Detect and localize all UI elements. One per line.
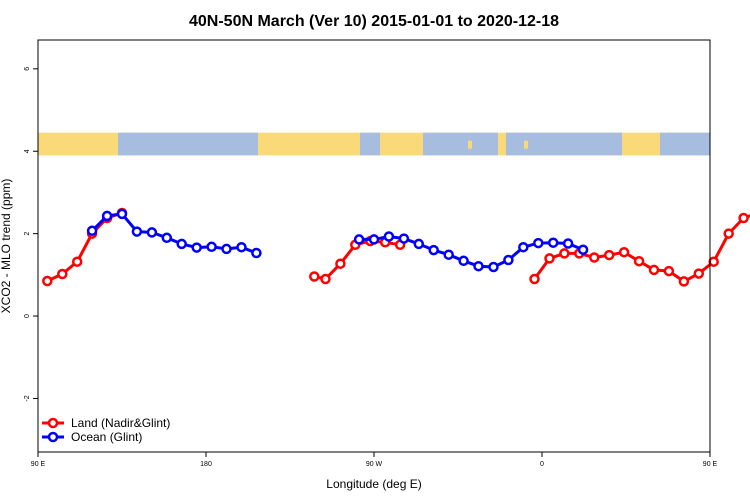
ocean-region [118,132,258,156]
data-point [738,212,749,224]
x-tick-label: 180 [200,461,212,468]
series-layer [42,207,750,287]
ocean-region [660,132,710,156]
data-point [251,247,262,259]
plot-frame [37,39,711,453]
data-point [161,232,173,244]
x-tick-label: 0 [540,461,544,468]
y-tick-label: 4 [24,149,31,153]
data-point [131,226,143,237]
data-point [708,256,719,267]
data-point [57,268,68,280]
data-point [559,248,570,259]
data-point [42,275,53,287]
land-region [640,140,646,149]
data-point [648,264,660,276]
series-line [91,212,257,255]
series-line [359,235,584,269]
y-tick-label: 2 [24,232,31,236]
x-axis-label: Longitude (deg E) [326,477,421,491]
y-tick-label: -2 [24,395,31,401]
data-point [458,255,469,267]
data-point [191,242,202,253]
series-ocean [86,208,589,273]
tick-layer: 90 E 180 90 W 0 90 E -2 0 2 4 6 [24,67,718,468]
data-point [335,258,346,269]
data-point [633,255,645,267]
data-point [603,249,615,261]
data-point [71,256,83,267]
data-point [473,260,484,272]
data-point [236,241,247,253]
legend-marker [47,431,59,443]
data-point [693,268,705,279]
series-land [42,207,750,287]
chart-title: 40N-50N March (Ver 10) 2015-01-01 to 202… [189,13,559,30]
land-region [650,140,654,149]
data-point [146,227,158,238]
legend-marker [47,417,59,429]
series-line [533,214,750,283]
y-tick-label: 6 [24,67,31,71]
ocean-region [423,132,498,156]
data-point [101,210,113,222]
legend-label: Ocean (Glint) [71,430,142,444]
data-point [309,271,320,282]
data-point [678,276,690,287]
x-tick-label: 90 W [366,461,383,468]
data-point [518,241,529,253]
data-point [723,228,734,239]
data-point [353,234,365,245]
data-point [547,237,559,248]
data-point [443,249,454,260]
data-point [589,252,600,263]
data-point [503,254,514,266]
data-point [544,253,555,264]
data-point [413,238,425,250]
data-point [663,265,675,277]
y-axis-label: XCO2 - MLO trend (ppm) [0,179,13,314]
ocean-region [506,132,622,156]
data-point [86,225,98,237]
data-point [176,238,187,250]
land-ocean-band [38,132,710,156]
data-point [529,273,540,285]
data-point [533,237,544,249]
legend-label: Land (Nadir&Glint) [71,416,170,430]
land-region [524,140,528,149]
x-tick-label: 90 E [31,461,46,468]
data-point [618,246,630,258]
data-point [428,244,439,256]
data-point [221,243,232,255]
data-point [488,261,499,273]
data-point [577,244,589,255]
data-point [116,208,128,220]
data-point [562,238,574,249]
land-region [468,140,472,149]
y-tick-label: 0 [24,314,31,318]
data-point [320,273,331,285]
data-point [368,234,380,245]
data-point [398,233,410,244]
data-point [383,231,395,242]
x-tick-label: 90 E [703,461,718,468]
ocean-region [360,132,380,156]
data-point [206,241,217,253]
legend: Land (Nadir&Glint)Ocean (Glint) [42,416,170,444]
